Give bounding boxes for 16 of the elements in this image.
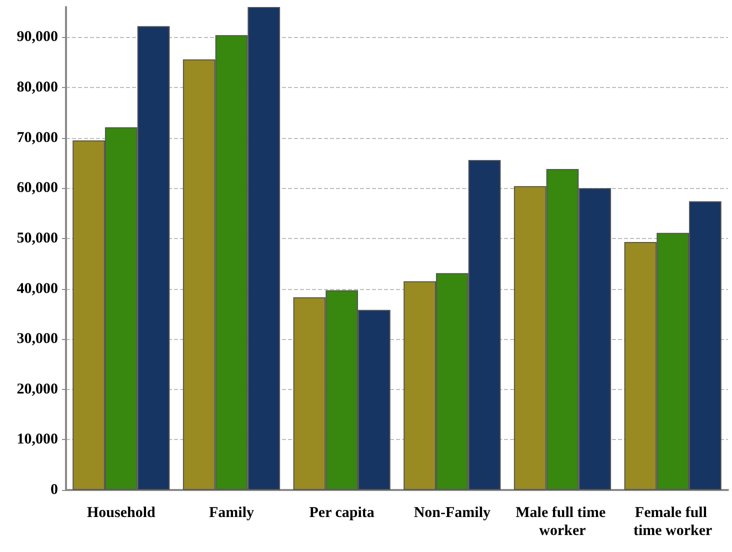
y-tick-label: 20,000 — [16, 381, 58, 398]
x-tick-label: Per capita — [309, 505, 375, 521]
x-tick-label: Female full time worker — [633, 505, 713, 539]
x-tick-label: Non-Family — [414, 505, 491, 521]
y-tick-label: 50,000 — [16, 230, 58, 246]
x-tick-label: Household — [86, 505, 156, 521]
x-tick-label: Family — [209, 505, 254, 521]
y-tick-label: 40,000 — [16, 280, 58, 297]
y-tick-label: 70,000 — [16, 130, 58, 146]
y-tick-label: 60,000 — [16, 180, 58, 196]
y-tick-label: 0 — [50, 482, 58, 498]
y-tick-label: 90,000 — [16, 29, 58, 46]
x-tick-label: Male full time worker — [516, 505, 610, 539]
y-tick-label: 30,000 — [16, 331, 58, 348]
y-tick-label: 10,000 — [16, 432, 58, 448]
y-tick-label: 80,000 — [16, 80, 58, 96]
